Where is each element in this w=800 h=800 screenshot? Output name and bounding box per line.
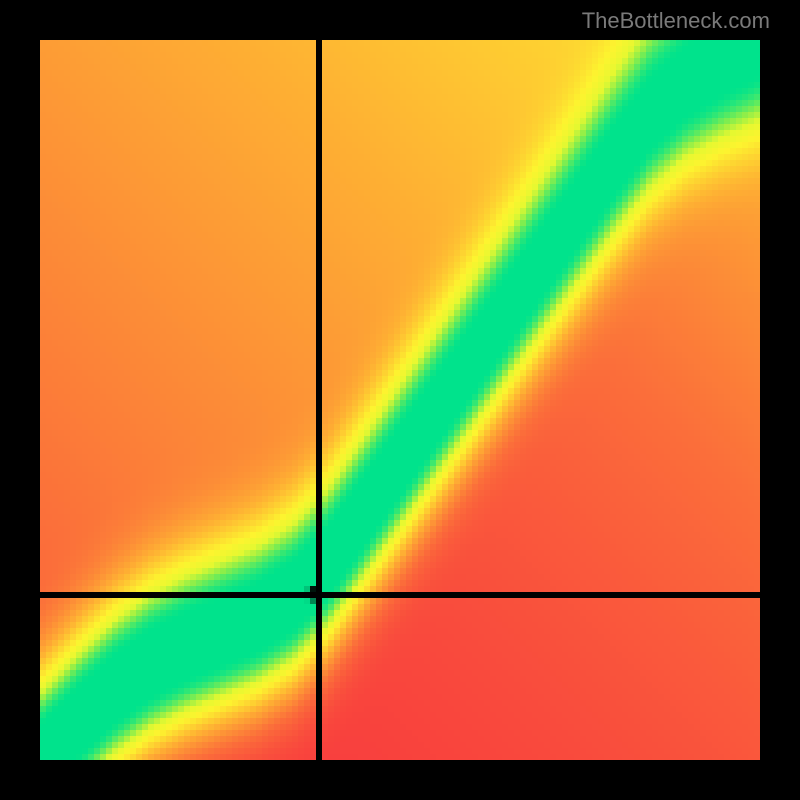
chart-container: TheBottleneck.com (0, 0, 800, 800)
heatmap-canvas (40, 40, 760, 760)
watermark-text: TheBottleneck.com (582, 8, 770, 34)
heatmap-plot-area (40, 40, 760, 760)
